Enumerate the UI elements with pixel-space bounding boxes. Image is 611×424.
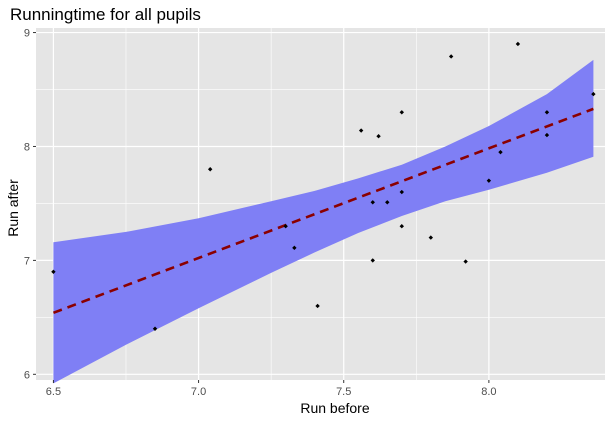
data-point [152, 326, 158, 331]
y-axis-title: Run after [5, 179, 21, 237]
x-tick-label: 7.5 [336, 386, 351, 398]
data-point [428, 235, 434, 240]
y-axis: 6 7 8 9 [24, 28, 36, 381]
confidence-band [53, 59, 594, 384]
data-point [370, 258, 375, 263]
data-point [207, 167, 213, 172]
data-point [399, 110, 404, 115]
x-tick-label: 7.0 [191, 386, 206, 398]
data-point [448, 54, 454, 59]
data-point [283, 224, 288, 229]
data-point [498, 149, 503, 155]
data-point [51, 269, 56, 274]
data-point [486, 178, 492, 183]
data-point [315, 303, 320, 309]
y-tick-label: 8 [24, 141, 30, 153]
data-point [399, 189, 404, 195]
grid-major [36, 28, 605, 380]
data-point [544, 110, 550, 115]
x-tick-label: 6.5 [46, 386, 61, 398]
x-tick-label: 8.0 [481, 386, 496, 398]
data-point [544, 132, 550, 138]
y-tick-label: 6 [24, 369, 30, 381]
chart-title: Runningtime for all pupils [10, 5, 201, 24]
y-tick-label: 7 [24, 255, 30, 267]
data-point [292, 245, 297, 251]
data-point [463, 259, 468, 264]
points-layer [51, 41, 596, 331]
fit-line-layer [52, 107, 594, 315]
data-point [370, 200, 375, 205]
confidence-band-layer [53, 59, 594, 384]
data-point [591, 91, 596, 97]
data-point [358, 128, 364, 133]
y-tick-label: 9 [24, 28, 30, 40]
x-axis: 6.5 7.0 7.5 8.0 [46, 380, 497, 398]
data-point [515, 41, 521, 47]
data-point [399, 224, 404, 229]
regression-line [52, 107, 594, 315]
data-point [385, 200, 390, 205]
x-axis-title: Run before [300, 400, 369, 416]
data-point [376, 134, 381, 139]
